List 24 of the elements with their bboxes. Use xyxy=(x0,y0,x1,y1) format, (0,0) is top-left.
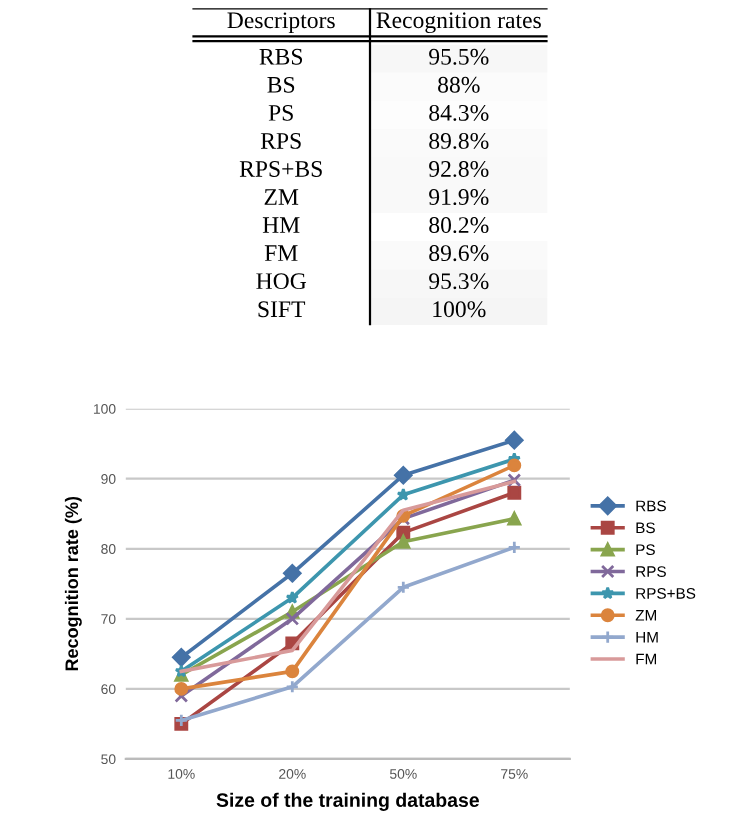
data-label: 95.5% xyxy=(429,48,489,65)
y-tick-label: RBS xyxy=(259,48,303,65)
data-label: 91.9% xyxy=(429,189,489,206)
data-label: 89.8% xyxy=(429,132,489,149)
data-label: 100% xyxy=(433,301,486,318)
data-label: 88% xyxy=(438,76,480,93)
y-tick-label: SIFT xyxy=(258,301,306,318)
data-label: 95.3% xyxy=(429,273,489,290)
y-tick-label: ZM xyxy=(264,189,299,205)
y-tick-label: HM xyxy=(262,217,300,233)
y-tick-label: FM xyxy=(264,245,298,261)
y-tick-label: BS xyxy=(267,76,295,93)
x-axis-title: Size of the training database xyxy=(216,792,479,811)
y-tick-label: HOG xyxy=(256,273,307,290)
y-axis-title: Recognition rate (%) xyxy=(64,496,82,671)
y-tick-label: RPS+BS xyxy=(239,161,322,177)
data-label: 89.6% xyxy=(429,245,489,262)
y-tick-label: RPS xyxy=(260,133,301,149)
y-tick-label: PS xyxy=(268,104,293,121)
x-tick-label: Recognition rates xyxy=(376,12,541,34)
text: Descriptors xyxy=(227,12,335,34)
data-label: 80.2% xyxy=(429,217,489,234)
data-label: 84.3% xyxy=(429,104,489,121)
data-label: 92.8% xyxy=(429,160,489,178)
